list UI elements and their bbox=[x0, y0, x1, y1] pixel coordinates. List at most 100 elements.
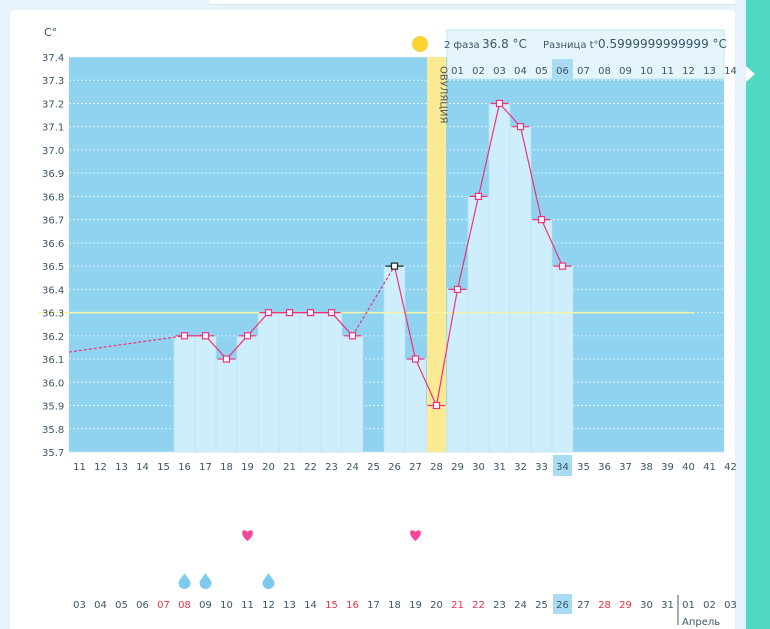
top-strip bbox=[0, 0, 770, 8]
cycle-day-label: 42 bbox=[724, 462, 737, 473]
sun-icon bbox=[412, 36, 428, 52]
cycle-day-label: 37 bbox=[619, 462, 632, 473]
cycle-day-label: 29 bbox=[451, 462, 464, 473]
cycle-day-labels: 11 12 13 14 15 16 17 18 19 20 21 22 23 24 25 26 27 28 29 30… bbox=[73, 455, 737, 476]
right-arrow-icon[interactable] bbox=[746, 66, 755, 82]
temperature-bar bbox=[194, 335, 217, 453]
drop-icon bbox=[262, 573, 275, 589]
temperature-point bbox=[390, 262, 399, 270]
calendar-date: 17 bbox=[367, 600, 380, 611]
temperature-bar bbox=[530, 219, 553, 453]
calendar-date: 05 bbox=[115, 600, 128, 611]
y-tick-label: 36.3 bbox=[42, 309, 64, 320]
cycle-day-label: 24 bbox=[346, 462, 359, 473]
temperature-bar bbox=[236, 335, 259, 453]
cycle-day-label: 31 bbox=[493, 462, 506, 473]
cycle-day-label: 17 bbox=[199, 462, 212, 473]
cycle-day-label: 39 bbox=[661, 462, 674, 473]
heart-icon bbox=[242, 530, 253, 541]
temperature-bar bbox=[257, 312, 280, 453]
event-markers bbox=[178, 530, 421, 589]
temperature-point bbox=[264, 308, 273, 317]
temperature-point bbox=[411, 355, 420, 363]
y-unit-label: C° bbox=[44, 26, 57, 39]
phase2-day-label: 01 bbox=[451, 66, 464, 77]
calendar-date: 14 bbox=[304, 600, 317, 611]
calendar-date: 16 bbox=[346, 600, 359, 611]
calendar-date: 20 bbox=[430, 600, 443, 611]
temperature-bar bbox=[278, 312, 301, 453]
phase-header bbox=[446, 29, 725, 80]
y-tick-label: 36.1 bbox=[42, 355, 64, 366]
temperature-point bbox=[453, 285, 462, 293]
diff-label: Разница t° bbox=[543, 40, 599, 51]
y-tick-label: 36.7 bbox=[42, 216, 64, 227]
y-tick-label: 36.0 bbox=[42, 378, 64, 389]
phase-label: 2 фаза bbox=[444, 40, 480, 51]
phase2-day-label: 05 bbox=[535, 66, 548, 77]
y-tick-label: 37.0 bbox=[42, 146, 64, 157]
phase2-day-labels: 01 02 03 04 05 06 07 08 09 10 11 12 13 14 bbox=[451, 59, 737, 79]
diff-value: 0.5999999999999 °C bbox=[598, 37, 727, 51]
temperature-point bbox=[306, 308, 315, 317]
cycle-day-label: 40 bbox=[682, 462, 695, 473]
cycle-day-label: 16 bbox=[178, 462, 191, 473]
phase2-day-label: 10 bbox=[640, 66, 653, 77]
cycle-day-label: 33 bbox=[535, 462, 548, 473]
calendar-date: 03 bbox=[724, 600, 737, 611]
cycle-day-label: 25 bbox=[367, 462, 380, 473]
drop-icon bbox=[178, 573, 191, 589]
phase2-day-label: 04 bbox=[514, 66, 527, 77]
calendar-date: 09 bbox=[199, 600, 212, 611]
phase2-day-label: 12 bbox=[682, 66, 695, 77]
y-tick-label: 36.2 bbox=[42, 332, 64, 343]
right-panel[interactable] bbox=[746, 0, 770, 629]
temperature-point bbox=[327, 308, 336, 317]
temperature-points bbox=[175, 99, 572, 410]
calendar-date: 02 bbox=[703, 600, 716, 611]
cycle-day-label: 23 bbox=[325, 462, 338, 473]
calendar-date: 22 bbox=[472, 600, 485, 611]
calendar-dates: 03 04 05 06 07 08 09 10 11 12 13 14 15 16 17 18 19 20 21 22… bbox=[73, 594, 737, 614]
calendar-date: 19 bbox=[409, 600, 422, 611]
temperature-point bbox=[348, 332, 357, 340]
cycle-day-label: 18 bbox=[220, 462, 233, 473]
cycle-day-label: 35 bbox=[577, 462, 590, 473]
phase2-day-label: 06 bbox=[556, 66, 569, 77]
cycle-day-label: 27 bbox=[409, 462, 422, 473]
heart-icon bbox=[410, 530, 421, 541]
drop-icon bbox=[199, 573, 212, 589]
y-tick-label: 35.8 bbox=[42, 425, 64, 436]
temperature-point bbox=[285, 308, 294, 317]
phase2-day-label: 07 bbox=[577, 66, 590, 77]
y-tick-label: 37.4 bbox=[42, 53, 64, 64]
phase2-day-label: 03 bbox=[493, 66, 506, 77]
phase2-day-label: 09 bbox=[619, 66, 632, 77]
calendar-date: 26 bbox=[556, 600, 569, 611]
calendar-date: 25 bbox=[535, 600, 548, 611]
left-fade bbox=[62, 455, 70, 629]
y-tick-label: 36.8 bbox=[42, 192, 64, 203]
cycle-day-label: 15 bbox=[157, 462, 170, 473]
calendar-date: 18 bbox=[388, 600, 401, 611]
cycle-day-label: 21 bbox=[283, 462, 296, 473]
cycle-day-label: 12 bbox=[94, 462, 107, 473]
cycle-day-label: 11 bbox=[73, 462, 86, 473]
cycle-day-label: 41 bbox=[703, 462, 716, 473]
cycle-day-label: 34 bbox=[556, 462, 569, 473]
y-tick-label: 37.2 bbox=[42, 99, 64, 110]
calendar-date: 21 bbox=[451, 600, 464, 611]
temperature-point bbox=[222, 355, 231, 363]
temperature-bar bbox=[215, 358, 238, 453]
top-bar bbox=[210, 0, 735, 5]
phase2-day-label: 02 bbox=[472, 66, 485, 77]
calendar-date: 08 bbox=[178, 600, 191, 611]
phase2-day-label: 14 bbox=[724, 66, 737, 77]
calendar-date: 06 bbox=[136, 600, 149, 611]
calendar-date: 12 bbox=[262, 600, 275, 611]
calendar-date: 27 bbox=[577, 600, 590, 611]
calendar-date: 28 bbox=[598, 600, 611, 611]
calendar-date: 29 bbox=[619, 600, 632, 611]
temperature-point bbox=[180, 332, 189, 340]
calendar-date: 15 bbox=[325, 600, 338, 611]
